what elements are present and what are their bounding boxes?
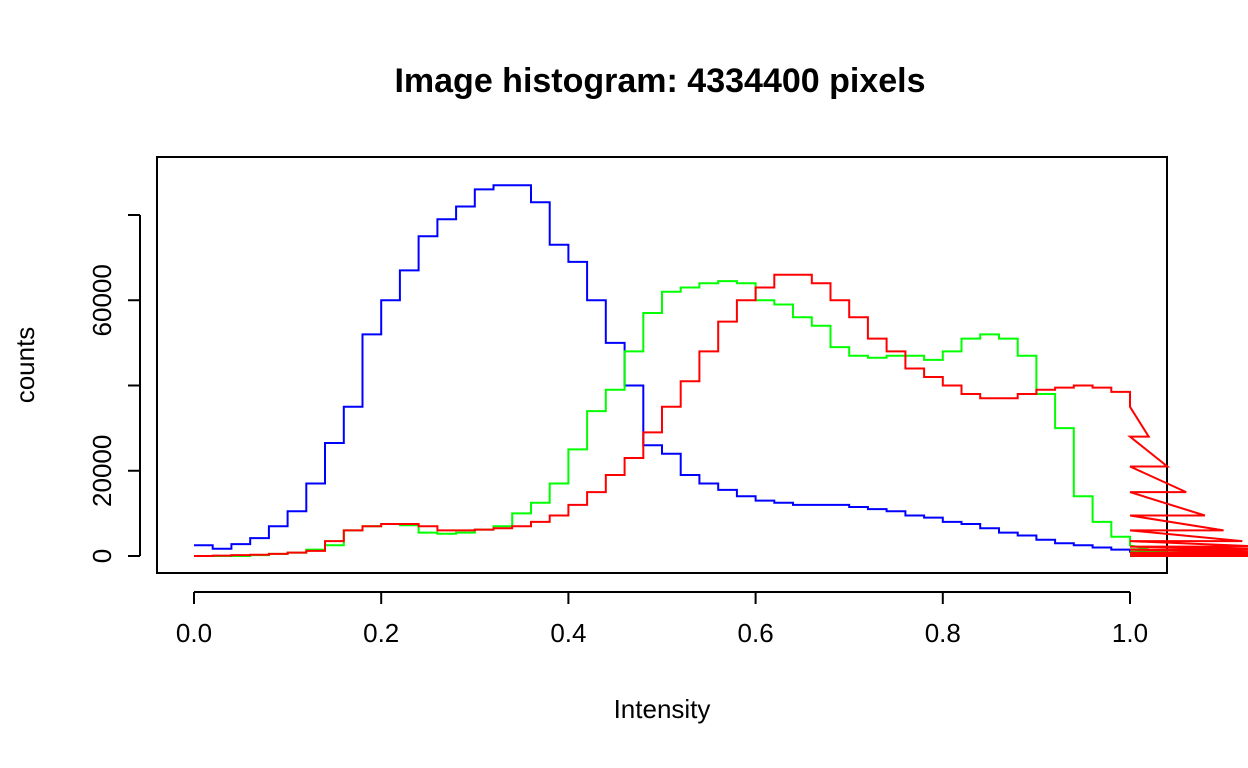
x-axis-label: Intensity xyxy=(614,694,711,724)
chart-title: Image histogram: 4334400 pixels xyxy=(394,62,925,100)
y-tick-label: 0 xyxy=(87,549,117,563)
y-tick-label: 20000 xyxy=(87,435,117,507)
x-tick-label: 0.2 xyxy=(363,618,399,648)
series-line-0 xyxy=(194,184,1248,557)
y-axis: 0 20000 60000 xyxy=(87,214,141,563)
y-axis-label: counts xyxy=(10,327,40,404)
plot-frame xyxy=(156,156,1168,574)
x-tick-label: 0.4 xyxy=(550,618,586,648)
x-tick-label: 0.8 xyxy=(925,618,961,648)
x-axis: 0.0 0.2 0.4 0.6 0.8 1.0 xyxy=(176,591,1148,648)
x-tick-label: 0.0 xyxy=(176,618,212,648)
series-line-2 xyxy=(194,273,1248,557)
series-layer xyxy=(194,184,1248,557)
x-tick-label: 1.0 xyxy=(1112,618,1148,648)
x-tick-label: 0.6 xyxy=(738,618,774,648)
y-tick-label: 60000 xyxy=(87,264,117,336)
